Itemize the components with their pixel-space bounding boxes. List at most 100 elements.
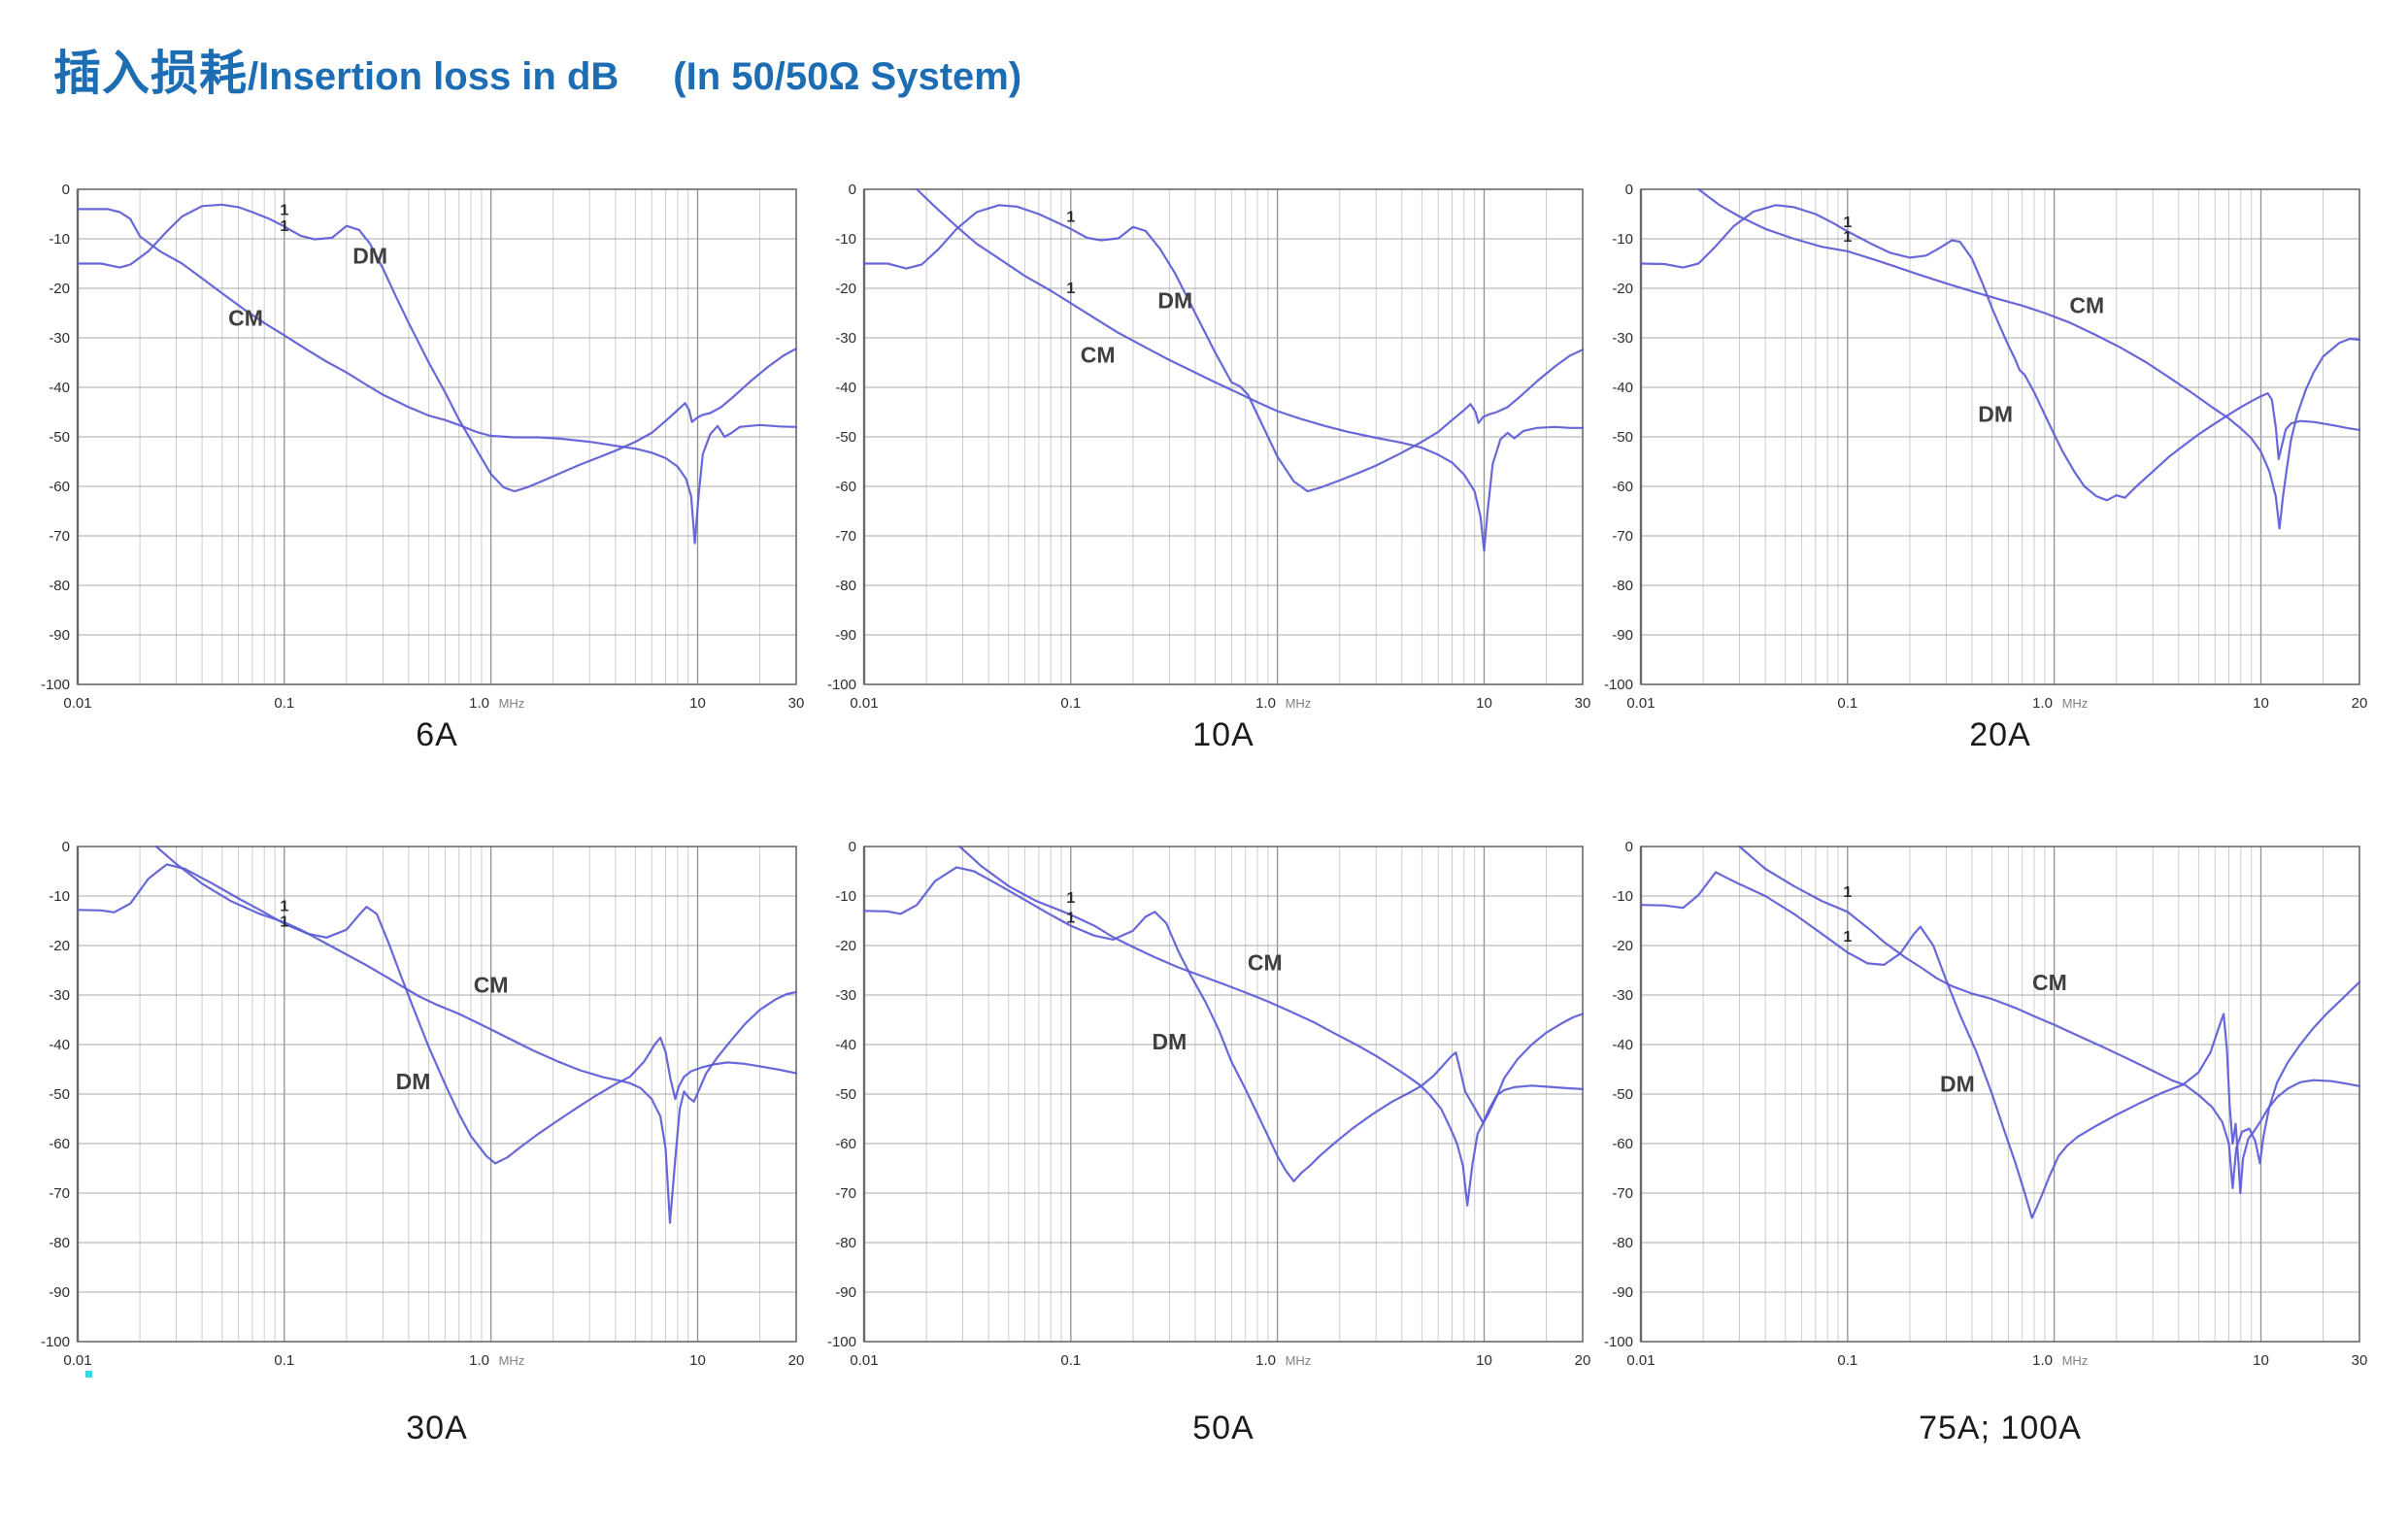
chart-caption-10A: 10A xyxy=(1192,716,1254,753)
chart-caption-6A: 6A xyxy=(416,716,458,753)
chart-6A: 0 -10 -20 -30 -40 -50 -60 -70 -80 -90 -100 0.01 0.1 1… xyxy=(41,182,804,712)
x-tick-label: 0.1 xyxy=(1837,695,1857,712)
cm-label: CM xyxy=(474,972,509,997)
cm-curve xyxy=(1738,845,2361,1189)
dm-label: DM xyxy=(1940,1071,1975,1096)
y-tick-label: -50 xyxy=(1612,1086,1633,1103)
y-tick-label: -80 xyxy=(49,1235,70,1251)
y-tick-label: -10 xyxy=(835,231,856,248)
y-tick-label: -30 xyxy=(49,330,70,347)
y-tick-label: -20 xyxy=(1612,938,1633,954)
y-tick-label: -10 xyxy=(49,231,70,248)
chart-caption-30A: 30A xyxy=(406,1410,468,1446)
marker-1-label: 1 xyxy=(280,218,288,235)
x-unit-label: MHz xyxy=(1286,1353,1312,1368)
x-tick-label: 0.01 xyxy=(63,695,91,712)
x-tick-label: 0.01 xyxy=(850,1352,878,1369)
y-tick-label: -100 xyxy=(827,1334,856,1350)
x-tick-label-end: 30 xyxy=(1575,695,1590,712)
y-tick-label: -90 xyxy=(835,627,856,644)
x-tick-label: 0.1 xyxy=(274,695,294,712)
chart-caption-75A-100A: 75A; 100A xyxy=(1919,1410,2082,1446)
y-tick-label: -100 xyxy=(827,677,856,693)
x-tick-label: 0.1 xyxy=(1060,1352,1081,1369)
x-unit-label: MHz xyxy=(1286,696,1312,711)
marker-1-label: 1 xyxy=(1066,281,1075,297)
y-tick-label: -40 xyxy=(835,380,856,396)
y-tick-label: 0 xyxy=(62,839,70,855)
y-tick-label: -20 xyxy=(1612,281,1633,297)
page-title-en: /Insertion loss in dB xyxy=(248,55,619,98)
x-unit-label: MHz xyxy=(499,1353,525,1368)
x-tick-label: 0.1 xyxy=(274,1352,294,1369)
x-unit-label: MHz xyxy=(2062,1353,2089,1368)
dm-label: DM xyxy=(1978,402,2013,427)
dm-curve xyxy=(862,866,1585,1182)
y-tick-label: -10 xyxy=(835,888,856,905)
dm-curve xyxy=(76,863,798,1165)
x-tick-label: 10 xyxy=(1476,1352,1492,1369)
x-tick-label-end: 30 xyxy=(2352,1352,2367,1369)
y-tick-label: 0 xyxy=(849,839,856,855)
y-tick-label: -60 xyxy=(1612,1136,1633,1152)
y-tick-label: -70 xyxy=(1612,528,1633,545)
y-tick-label: -60 xyxy=(1612,479,1633,495)
cm-label: CM xyxy=(1081,343,1116,368)
y-tick-label: -40 xyxy=(1612,380,1633,396)
x-tick-label: 1.0 xyxy=(2032,695,2053,712)
y-tick-label: -40 xyxy=(49,380,70,396)
dm-label: DM xyxy=(352,244,387,269)
marker-1-label: 1 xyxy=(1843,884,1852,901)
y-tick-label: -40 xyxy=(1612,1037,1633,1053)
y-tick-label: -100 xyxy=(1604,677,1633,693)
x-tick-label: 0.01 xyxy=(63,1352,91,1369)
x-tick-label-end: 30 xyxy=(788,695,804,712)
x-tick-label: 1.0 xyxy=(2032,1352,2053,1369)
x-tick-label: 1.0 xyxy=(469,695,489,712)
y-tick-label: -70 xyxy=(835,1185,856,1202)
page-title: 插入损耗/Insertion loss in dB (In 50/50Ω Syst… xyxy=(53,35,1021,104)
y-tick-label: -20 xyxy=(49,281,70,297)
y-tick-label: -10 xyxy=(1612,888,1633,905)
dm-label: DM xyxy=(1157,287,1192,313)
page-title-zh: 插入损耗 xyxy=(53,48,249,100)
y-tick-label: -10 xyxy=(49,888,70,905)
y-tick-label: -80 xyxy=(835,1235,856,1251)
dm-curve xyxy=(862,204,1585,493)
x-tick-label-end: 20 xyxy=(1575,1352,1590,1369)
y-tick-label: -90 xyxy=(49,1284,70,1301)
x-tick-label: 10 xyxy=(689,1352,706,1369)
y-tick-label: -30 xyxy=(835,330,856,347)
y-tick-label: -100 xyxy=(1604,1334,1633,1350)
cm-label: CM xyxy=(1248,950,1283,976)
marker-1-label: 1 xyxy=(280,203,288,219)
y-tick-label: -10 xyxy=(1612,231,1633,248)
y-tick-label: -20 xyxy=(835,938,856,954)
x-tick-label: 0.01 xyxy=(1626,1352,1655,1369)
x-tick-label-end: 20 xyxy=(788,1352,804,1369)
cm-curve xyxy=(154,845,798,1224)
chart-30A: 0 -10 -20 -30 -40 -50 -60 -70 -80 -90 -100 0.01 0.1 1… xyxy=(41,839,804,1378)
x-tick-label: 0.01 xyxy=(1626,695,1655,712)
y-tick-label: -90 xyxy=(835,1284,856,1301)
marker-1-label: 1 xyxy=(1066,210,1075,226)
y-tick-label: -80 xyxy=(1612,1235,1633,1251)
y-tick-label: -80 xyxy=(835,578,856,594)
marker-1-label: 1 xyxy=(1843,229,1852,246)
y-tick-label: -100 xyxy=(41,1334,70,1350)
y-tick-label: -40 xyxy=(835,1037,856,1053)
cm-curve xyxy=(916,187,1585,552)
cm-label: CM xyxy=(2069,293,2104,318)
y-tick-label: 0 xyxy=(1625,182,1633,198)
chart-caption-50A: 50A xyxy=(1192,1410,1254,1446)
chart-50A: 0 -10 -20 -30 -40 -50 -60 -70 -80 -90 -100 0.01 0.1 1… xyxy=(827,839,1590,1369)
x-tick-label: 10 xyxy=(2253,1352,2269,1369)
y-tick-label: -30 xyxy=(835,987,856,1004)
y-tick-label: -30 xyxy=(1612,330,1633,347)
y-tick-label: -80 xyxy=(49,578,70,594)
y-tick-label: -90 xyxy=(49,627,70,644)
x-tick-label: 10 xyxy=(2253,695,2269,712)
y-tick-label: 0 xyxy=(849,182,856,198)
marker-1-label: 1 xyxy=(1066,890,1075,907)
y-tick-label: -20 xyxy=(49,938,70,954)
